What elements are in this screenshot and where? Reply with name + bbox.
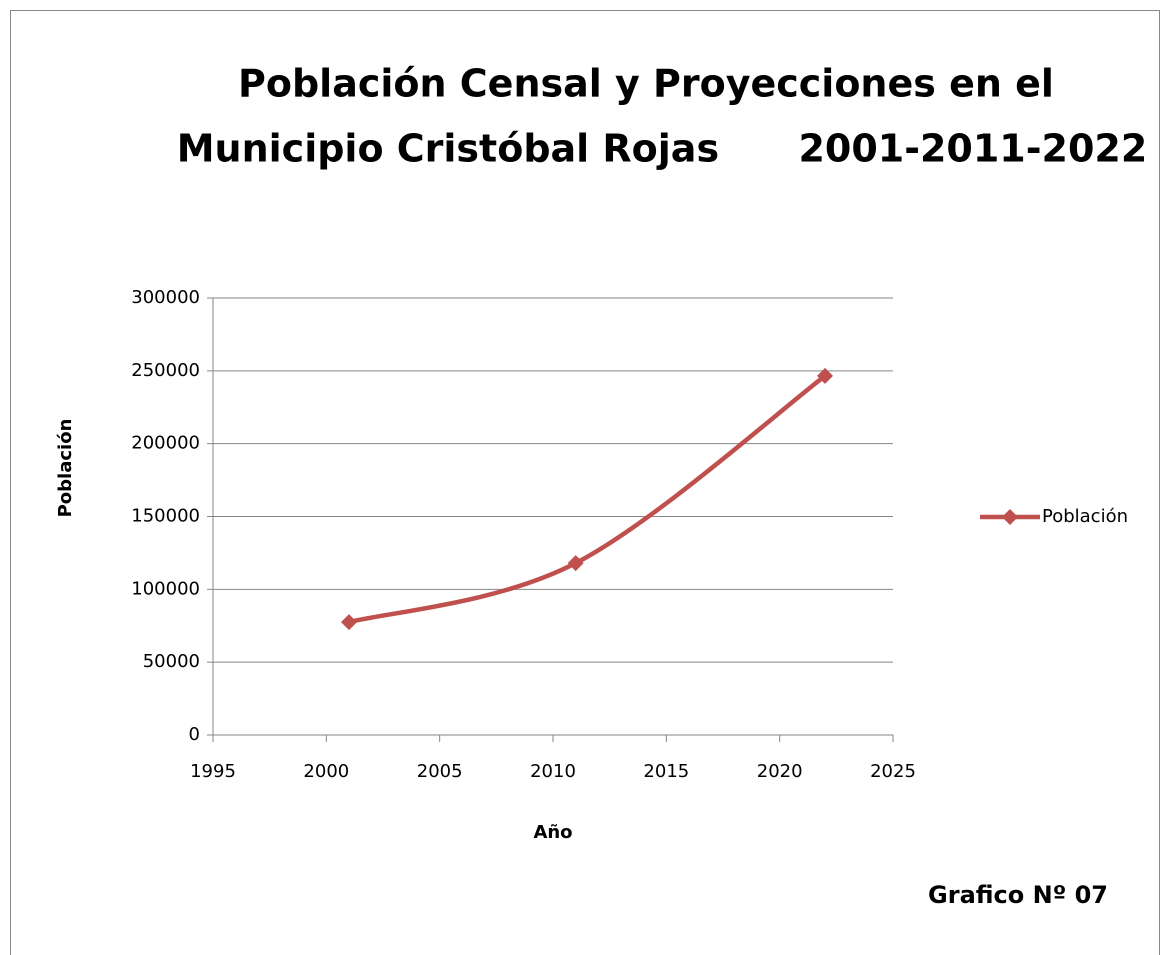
y-tick-label: 150000 [131, 506, 200, 527]
data-point [567, 555, 584, 572]
data-point [817, 367, 833, 384]
legend-marker [1002, 509, 1018, 525]
x-tick-label: 2025 [870, 761, 916, 782]
y-tick-label: 200000 [131, 433, 200, 454]
x-tick-label: 1995 [190, 761, 236, 782]
data-point [341, 614, 357, 631]
chart-frame [10, 10, 1160, 955]
annotation: Grafico Nº 07 [928, 881, 1108, 909]
x-tick-label: 2020 [757, 761, 803, 782]
chart-title: Población Censal y Proyecciones en el [238, 62, 1054, 106]
x-tick-label: 2000 [303, 761, 349, 782]
x-axis-label: Año [533, 822, 572, 843]
y-tick-label: 0 [189, 724, 200, 745]
y-tick-label: 100000 [131, 578, 200, 599]
y-tick-label: 300000 [131, 287, 200, 308]
x-tick-label: 2010 [530, 761, 576, 782]
y-axis-label: Población [55, 419, 76, 518]
y-tick-label: 50000 [143, 651, 200, 672]
x-tick-label: 2005 [417, 761, 463, 782]
x-tick-label: 2015 [643, 761, 689, 782]
y-tick-label: 250000 [131, 360, 200, 381]
legend-label: Población [1042, 506, 1128, 527]
chart-title: Municipio Cristóbal Rojas 2001-2011-2022 [177, 127, 1148, 171]
